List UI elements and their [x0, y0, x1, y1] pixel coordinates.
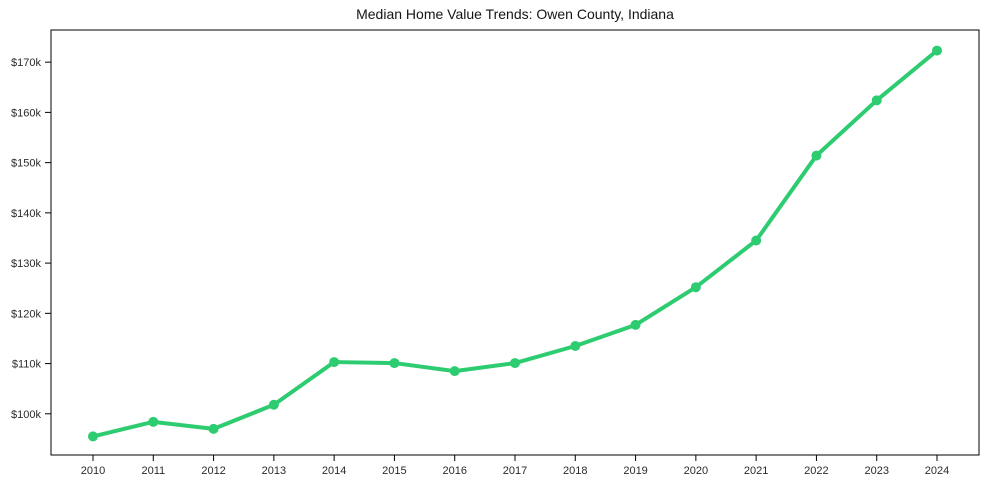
- y-tick-label: $140k: [11, 208, 41, 220]
- x-tick-label: 2022: [804, 465, 828, 477]
- x-tick-label: 2013: [262, 465, 286, 477]
- x-tick-label: 2012: [201, 465, 225, 477]
- data-point-2024: [932, 45, 942, 56]
- data-point-2014: [329, 357, 340, 368]
- plot-border: [50, 29, 980, 456]
- data-point-2016: [449, 366, 460, 377]
- x-tick-label: 2020: [684, 465, 708, 477]
- trend-line: [91, 48, 939, 439]
- data-point-2023: [871, 95, 882, 106]
- data-point-2022: [811, 150, 822, 161]
- x-tick-label: 2011: [141, 465, 165, 477]
- data-point-2019: [630, 319, 641, 330]
- data-point-2010: [88, 431, 98, 442]
- data-point-2021: [751, 235, 762, 246]
- x-tick-label: 2018: [563, 465, 587, 477]
- data-point-2020: [690, 282, 701, 293]
- chart-title: Median Home Value Trends: Owen County, I…: [356, 6, 674, 22]
- data-point-2015: [389, 358, 400, 369]
- x-tick-label: 2014: [322, 465, 346, 477]
- y-tick-label: $130k: [11, 258, 41, 270]
- y-tick-label: $150k: [11, 158, 41, 170]
- data-point-2011: [148, 416, 159, 427]
- data-point-2013: [268, 399, 279, 410]
- x-tick-label: 2021: [744, 465, 768, 477]
- x-tick-label: 2024: [925, 465, 949, 477]
- y-tick-label: $170k: [11, 57, 41, 69]
- x-tick-label: 2015: [382, 465, 406, 477]
- x-tick-label: 2016: [442, 465, 466, 477]
- x-tick-label: 2023: [864, 465, 888, 477]
- data-point-2012: [208, 423, 219, 434]
- x-tick-label: 2019: [623, 465, 647, 477]
- y-tick-label: $160k: [11, 107, 41, 119]
- data-point-2018: [570, 340, 581, 351]
- x-tick-label: 2010: [81, 465, 105, 477]
- y-tick-label: $110k: [12, 359, 42, 371]
- x-tick-label: 2017: [503, 465, 527, 477]
- y-tick-label: $100k: [11, 409, 41, 421]
- data-point-2017: [510, 358, 520, 369]
- y-tick-label: $120k: [11, 308, 41, 320]
